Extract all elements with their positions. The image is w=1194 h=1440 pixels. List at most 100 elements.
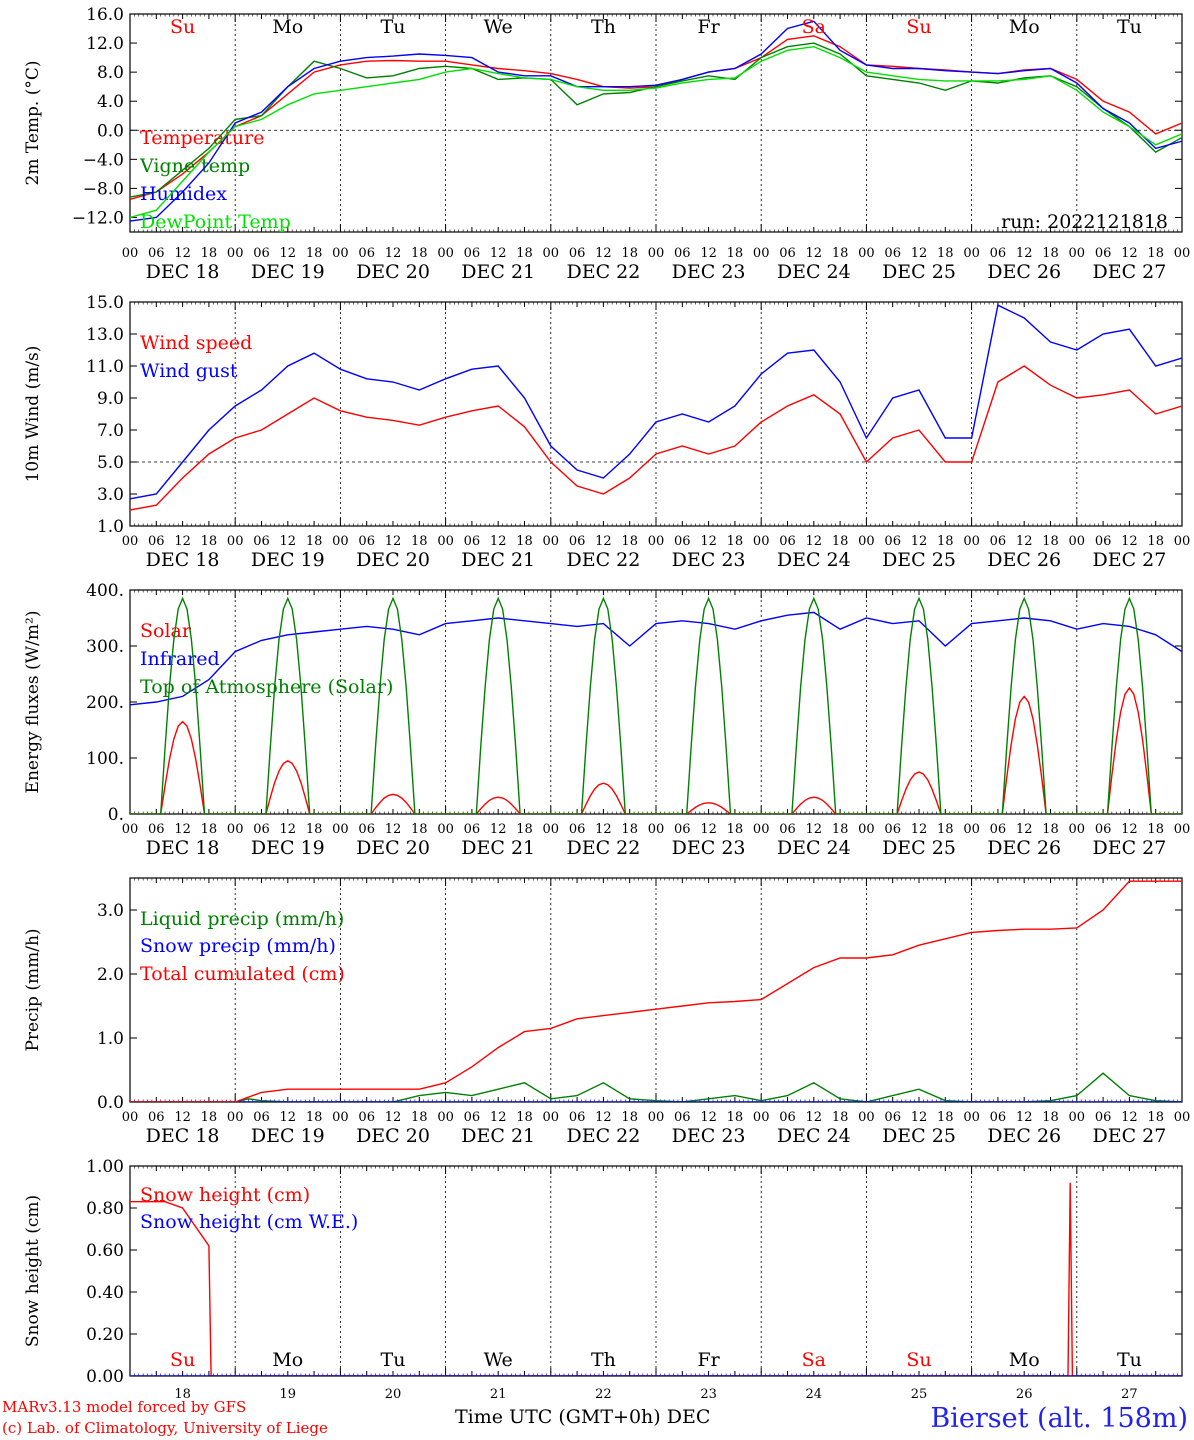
hour-label: 12 [174, 246, 191, 261]
hour-label: 00 [963, 1110, 980, 1125]
hour-label: 00 [753, 246, 770, 261]
hour-label: 18 [516, 1110, 533, 1125]
y-axis-label: Precip (mm/h) [23, 928, 43, 1051]
date-label: DEC 24 [777, 549, 851, 571]
day-number: 18 [174, 1387, 191, 1402]
series-line-humidex [130, 20, 1182, 222]
hour-label: 18 [1147, 246, 1164, 261]
y-axis-label: 10m Wind (m/s) [23, 346, 43, 483]
legend-liquid-precip: Liquid precip (mm/h) [140, 908, 344, 930]
hour-label: 00 [332, 822, 349, 837]
day-name: Sa [802, 16, 826, 38]
hour-label: 00 [1174, 534, 1191, 549]
day-name: Th [591, 1349, 616, 1371]
legend-infrared: Infrared [140, 648, 220, 670]
hour-label: 18 [937, 534, 954, 549]
hour-label: 12 [1016, 534, 1033, 549]
series-line-total-cumulated [130, 880, 1182, 1102]
model-credit: MARv3.13 model forced by GFS [2, 1398, 247, 1416]
hour-label: 18 [937, 1110, 954, 1125]
date-label: DEC 24 [777, 261, 851, 283]
y-tick-label: −12.0 [72, 208, 124, 228]
hour-label: 12 [174, 822, 191, 837]
hour-label: 12 [911, 246, 928, 261]
y-tick-label: 1.0 [97, 517, 124, 537]
hour-label: 06 [1095, 534, 1112, 549]
hour-label: 00 [543, 1110, 560, 1125]
series-line-solar [130, 686, 1182, 814]
hour-label: 18 [516, 534, 533, 549]
hour-label: 12 [1121, 1110, 1138, 1125]
hour-label: 00 [437, 822, 454, 837]
day-name: Su [170, 16, 195, 38]
hour-label: 00 [858, 534, 875, 549]
day-name: Tu [381, 16, 406, 38]
hour-label: 12 [595, 822, 612, 837]
date-label: DEC 20 [356, 837, 430, 859]
hour-label: 12 [385, 1110, 402, 1125]
hour-label: 06 [884, 246, 901, 261]
hour-label: 06 [464, 822, 481, 837]
series-line-liquid-precip [130, 1072, 1182, 1102]
legend-temperature: Temperature [140, 127, 264, 149]
day-name: Su [170, 1349, 195, 1371]
hour-label: 18 [621, 246, 638, 261]
hour-label: 00 [122, 1110, 139, 1125]
series-line-vigne-temp [130, 42, 1182, 198]
series-line-infrared [130, 611, 1182, 706]
hour-label: 00 [963, 246, 980, 261]
hour-label: 12 [490, 246, 507, 261]
hour-label: 12 [385, 534, 402, 549]
hour-label: 06 [990, 1110, 1007, 1125]
date-label: DEC 18 [146, 261, 220, 283]
run-label: run: 2022121818 [1001, 211, 1168, 233]
hour-label: 12 [1121, 246, 1138, 261]
y-tick-label: 8.0 [97, 63, 124, 83]
y-axis-label: 2m Temp. (°C) [23, 60, 43, 185]
series-line-dewpoint [130, 45, 1182, 219]
date-label: DEC 26 [987, 837, 1061, 859]
panel-5: 1.00 0.80 0.60 0.40 0.20 0.00 Snow height (cm)… [23, 1157, 1183, 1402]
legend-wind-speed: Wind speed [140, 332, 252, 354]
panel-3: 400. 300. 200. 100. 0. Energy fluxes (W/m²) So… [23, 581, 1190, 859]
day-number: 26 [1016, 1387, 1033, 1402]
hour-label: 18 [306, 822, 323, 837]
hour-label: 18 [937, 246, 954, 261]
day-name: Tu [381, 1349, 406, 1371]
date-label: DEC 20 [356, 549, 430, 571]
hour-label: 18 [727, 534, 744, 549]
hour-label: 06 [148, 822, 165, 837]
hour-label: 06 [253, 246, 270, 261]
hour-label: 00 [963, 822, 980, 837]
day-number: 24 [806, 1387, 823, 1402]
y-tick-label: 0.60 [86, 1241, 124, 1261]
hour-label: 00 [1174, 1110, 1191, 1125]
hour-label: 12 [700, 822, 717, 837]
hour-label: 12 [385, 246, 402, 261]
day-name: We [484, 16, 513, 38]
day-name: We [484, 1349, 513, 1371]
hour-label: 06 [779, 246, 796, 261]
hour-label: 00 [648, 246, 665, 261]
y-axis-label: Snow height (cm) [23, 1195, 43, 1347]
date-label: DEC 25 [882, 1125, 956, 1147]
x-axis-title: Time UTC (GMT+0h) DEC [455, 1406, 711, 1428]
hour-label: 06 [779, 822, 796, 837]
y-tick-label: 5.0 [97, 453, 124, 473]
hour-label: 18 [1147, 1110, 1164, 1125]
hour-label: 18 [516, 246, 533, 261]
legend-humidex: Humidex [140, 183, 227, 205]
y-tick-label: 1.00 [86, 1157, 124, 1177]
hour-label: 12 [595, 534, 612, 549]
hour-label: 18 [201, 534, 218, 549]
legend-total-cumulated: Total cumulated (cm) [140, 963, 345, 985]
hour-label: 12 [280, 246, 297, 261]
day-number: 19 [280, 1387, 297, 1402]
series-line-wind-speed [130, 365, 1182, 511]
hour-label: 06 [884, 1110, 901, 1125]
date-label: DEC 24 [777, 1125, 851, 1147]
hour-label: 06 [358, 822, 375, 837]
legend-wind-gust: Wind gust [140, 360, 238, 382]
date-label: DEC 26 [987, 261, 1061, 283]
hour-label: 18 [727, 246, 744, 261]
